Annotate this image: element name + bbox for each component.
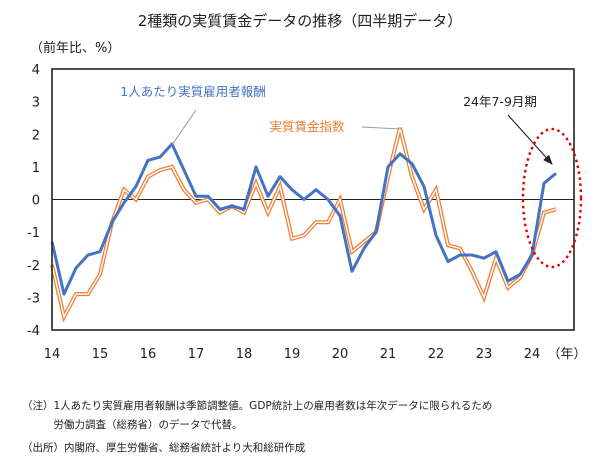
x-tick-label: 16 bbox=[140, 347, 157, 362]
series-line-real-compensation bbox=[50, 142, 557, 296]
source-line: （出所）内閣府、厚生労働省、総務省統計より大和総研作成 bbox=[22, 442, 306, 454]
y-tick-label: 0 bbox=[32, 194, 40, 209]
series-blue-label: 1人あたり実質雇用者報酬 bbox=[120, 84, 265, 99]
highlight-arrow bbox=[507, 114, 553, 165]
highlight-label: 24年7-9月期 bbox=[463, 94, 537, 109]
y-tick-label: 1 bbox=[32, 161, 40, 176]
series-blue-leader bbox=[171, 109, 197, 146]
note-line-1: （注）1人あたり実質雇用者報酬は季節調整値。GDP統計上の雇用者数は年次データに… bbox=[22, 400, 493, 412]
plot-frame bbox=[51, 68, 575, 331]
y-tick-label: -4 bbox=[27, 324, 40, 339]
series-orange-label: 実質賃金指数 bbox=[269, 119, 345, 134]
x-tick-label: 24 bbox=[524, 347, 541, 362]
highlight-ellipse bbox=[521, 127, 583, 269]
y-tick-label: -2 bbox=[27, 259, 40, 274]
y-tick-label: 2 bbox=[32, 128, 40, 143]
x-tick-label: 21 bbox=[380, 347, 397, 362]
x-tick-label: 18 bbox=[236, 347, 253, 362]
y-tick-label: 3 bbox=[32, 96, 40, 111]
note-line-2: 労働力調査（総務省）のデータで代替。 bbox=[22, 419, 243, 431]
y-tick-label: -3 bbox=[27, 291, 40, 306]
series-orange-leader bbox=[361, 126, 403, 130]
y-tick-labels: 4 3 2 1 0 -1 -2 -3 -4 bbox=[27, 63, 40, 339]
chart: 2種類の実質賃金データの推移（四半期データ） （前年比、%） 43210-1-2… bbox=[27, 12, 586, 362]
x-tick-label: 22 bbox=[428, 347, 445, 362]
x-tick-label: 14 bbox=[44, 347, 61, 362]
x-tick-label: 20 bbox=[332, 347, 349, 362]
x-axis-unit-label: （年） bbox=[547, 347, 586, 362]
series-line-real-wage-index-inner bbox=[51, 127, 557, 320]
y-tick-label: -1 bbox=[27, 226, 40, 241]
x-tick-label: 19 bbox=[284, 347, 301, 362]
y-axis-unit-label: （前年比、%） bbox=[30, 40, 120, 56]
series-lines bbox=[50, 127, 557, 323]
x-tick-label: 23 bbox=[476, 347, 493, 362]
chart-title: 2種類の実質賃金データの推移（四半期データ） bbox=[138, 12, 463, 30]
y-tick-label: 4 bbox=[32, 63, 40, 78]
x-tick-label: 15 bbox=[92, 347, 109, 362]
x-tick-label: 17 bbox=[188, 347, 205, 362]
x-tick-labels: 14 15 16 17 18 19 20 21 22 23 24 bbox=[44, 347, 541, 362]
